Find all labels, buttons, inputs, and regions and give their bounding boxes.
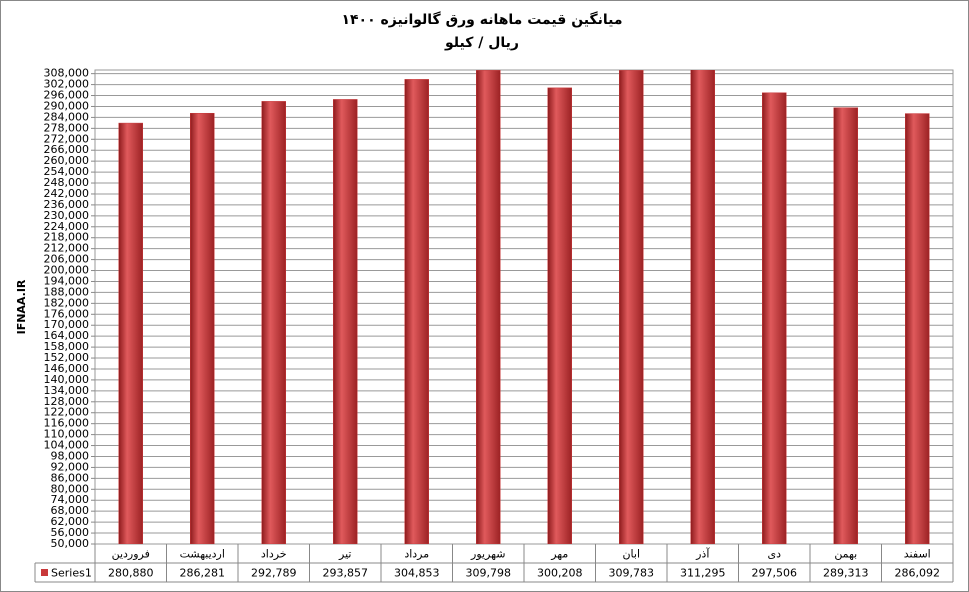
value-label: 304,853 xyxy=(394,567,440,580)
y-tick-label: 272,000 xyxy=(44,132,90,145)
value-label: 309,783 xyxy=(609,567,655,580)
bar xyxy=(762,92,787,544)
y-tick-label: 302,000 xyxy=(44,78,90,91)
x-tick-label: خرداد xyxy=(261,548,287,561)
y-tick-label: 68,000 xyxy=(51,504,90,517)
y-tick-label: 200,000 xyxy=(44,264,90,277)
y-tick-label: 206,000 xyxy=(44,253,90,266)
legend-label: Series1 xyxy=(51,567,92,580)
plot-area xyxy=(94,69,954,545)
y-tick-label: 266,000 xyxy=(44,143,90,156)
bar xyxy=(833,107,858,544)
y-tick-label: 194,000 xyxy=(44,274,90,287)
chart-title: میانگین قیمت ماهانه ورق گالوانیزه ۱۴۰۰ xyxy=(341,11,622,28)
y-tick-label: 152,000 xyxy=(44,351,90,364)
legend-key xyxy=(41,569,48,576)
y-tick-label: 218,000 xyxy=(44,231,90,244)
y-tick-label: 116,000 xyxy=(44,417,90,430)
bar xyxy=(118,122,143,544)
y-tick-label: 104,000 xyxy=(44,439,90,452)
y-tick-label: 230,000 xyxy=(44,209,90,222)
y-tick-label: 146,000 xyxy=(44,362,90,375)
y-tick-label: 50,000 xyxy=(51,537,90,550)
bars xyxy=(118,70,930,544)
chart-subtitle: ریال / کیلو xyxy=(444,35,519,51)
x-tick-label: بهمن xyxy=(834,548,857,561)
value-label: 292,789 xyxy=(251,567,297,580)
y-tick-label: 110,000 xyxy=(44,428,90,441)
value-label: 289,313 xyxy=(823,567,869,580)
value-label: 293,857 xyxy=(323,567,369,580)
y-tick-label: 80,000 xyxy=(51,482,90,495)
y-tick-label: 260,000 xyxy=(44,154,90,167)
y-tick-label: 62,000 xyxy=(51,515,90,528)
x-tick-label: شهریور xyxy=(470,548,505,561)
y-tick-label: 212,000 xyxy=(44,242,90,255)
x-tick-label: دی xyxy=(767,548,781,561)
bar xyxy=(261,101,286,544)
x-tick-label: مرداد xyxy=(404,548,429,561)
y-tick-label: 74,000 xyxy=(51,493,90,506)
x-tick-label: تیر xyxy=(338,548,351,561)
value-label: 286,281 xyxy=(180,567,226,580)
y-tick-label: 140,000 xyxy=(44,373,90,386)
bar xyxy=(476,70,501,544)
x-tick-label: آذر xyxy=(695,547,710,561)
value-label: 309,798 xyxy=(466,567,512,580)
bar xyxy=(619,70,644,544)
y-tick-label: 248,000 xyxy=(44,176,90,189)
y-tick-label: 296,000 xyxy=(44,89,90,102)
value-label: 311,295 xyxy=(680,567,726,580)
y-tick-label: 92,000 xyxy=(51,460,90,473)
y-tick-label: 170,000 xyxy=(44,318,90,331)
y-tick-label: 134,000 xyxy=(44,384,90,397)
y-tick-label: 278,000 xyxy=(44,121,90,134)
y-tick-label: 164,000 xyxy=(44,329,90,342)
x-tick-label: اردیبهشت xyxy=(180,548,225,561)
y-tick-label: 284,000 xyxy=(44,110,90,123)
value-label: 280,880 xyxy=(108,567,154,580)
y-tick-label: 236,000 xyxy=(44,198,90,211)
value-label: 300,208 xyxy=(537,567,583,580)
y-tick-label: 224,000 xyxy=(44,220,90,233)
bar xyxy=(690,70,715,544)
y-tick-label: 158,000 xyxy=(44,340,90,353)
y-tick-label: 128,000 xyxy=(44,395,90,408)
y-tick-label: 290,000 xyxy=(44,99,90,112)
x-tick-label: اسفند xyxy=(904,548,931,561)
y-tick-label: 56,000 xyxy=(51,526,90,539)
y-tick-label: 176,000 xyxy=(44,307,90,320)
value-label: 297,506 xyxy=(752,567,798,580)
y-tick-label: 122,000 xyxy=(44,406,90,419)
y-axis-label: IFNAA.IR xyxy=(15,279,28,334)
value-label: 286,092 xyxy=(895,567,941,580)
y-tick-label: 254,000 xyxy=(44,165,90,178)
bar xyxy=(905,113,930,544)
x-tick-label: مهر xyxy=(550,548,568,561)
y-tick-label: 188,000 xyxy=(44,285,90,298)
bar xyxy=(547,87,572,544)
bar xyxy=(333,99,358,544)
bar xyxy=(404,79,429,544)
x-tick-label: فروردین xyxy=(112,548,150,561)
bar xyxy=(190,112,215,544)
y-tick-label: 308,000 xyxy=(44,67,90,80)
y-tick-label: 182,000 xyxy=(44,296,90,309)
y-tick-label: 86,000 xyxy=(51,471,90,484)
y-tick-label: 98,000 xyxy=(51,449,90,462)
y-tick-label: 242,000 xyxy=(44,187,90,200)
x-tick-label: ابان xyxy=(622,548,640,561)
